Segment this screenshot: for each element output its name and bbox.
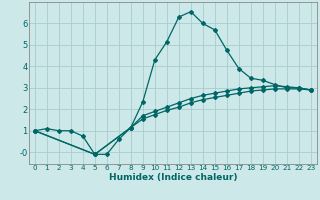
X-axis label: Humidex (Indice chaleur): Humidex (Indice chaleur) bbox=[108, 173, 237, 182]
